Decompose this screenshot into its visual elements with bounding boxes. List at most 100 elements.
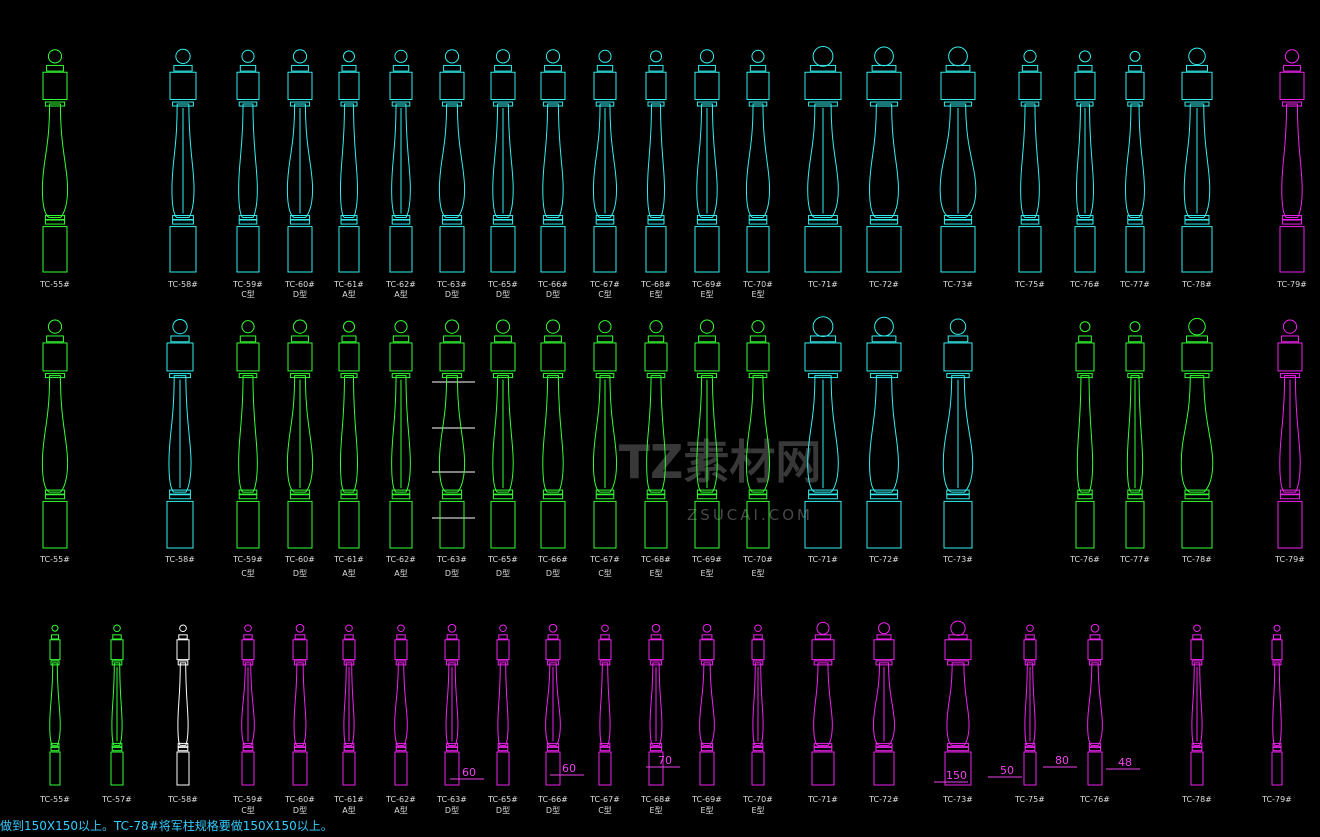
ring <box>44 219 66 225</box>
vase-body <box>391 375 411 493</box>
ring <box>696 494 718 500</box>
pedestal <box>1181 226 1213 273</box>
pedestal <box>1087 751 1103 786</box>
item-type: E型 <box>649 569 662 578</box>
ring <box>752 660 764 666</box>
ring <box>492 494 514 500</box>
item-label: TC-68# <box>640 795 671 804</box>
pedestal <box>176 751 190 786</box>
upper-block <box>241 639 255 661</box>
upper-block <box>1181 71 1213 100</box>
collar <box>871 335 897 343</box>
item-label: TC-63# <box>436 795 467 804</box>
vase-body <box>286 375 314 493</box>
item-label: TC-65# <box>487 555 518 564</box>
baluster <box>110 624 124 786</box>
item-label: TC-62# <box>385 280 416 289</box>
pedestal <box>1018 226 1042 273</box>
finial <box>113 624 121 633</box>
finial <box>1188 47 1206 66</box>
baluster <box>942 318 974 549</box>
watermark-title: TZ素材网 <box>619 435 822 489</box>
vase-body <box>1281 103 1303 219</box>
ring <box>340 489 358 495</box>
ring <box>441 219 463 225</box>
item-label: TC-69# <box>691 555 722 564</box>
ring <box>242 660 254 666</box>
item-label: TC-67# <box>589 555 620 564</box>
upper-block <box>804 342 842 372</box>
collar <box>291 64 309 72</box>
item-label: TC-61# <box>333 280 364 289</box>
pedestal <box>699 751 715 786</box>
upper-block <box>496 639 510 661</box>
vase-body <box>592 375 618 493</box>
vase-body <box>542 375 564 493</box>
upper-block <box>593 342 617 372</box>
ring <box>595 489 615 495</box>
finial <box>444 49 460 64</box>
upper-block <box>540 342 566 372</box>
ring <box>238 215 258 221</box>
ring <box>546 660 560 666</box>
pedestal <box>746 500 770 549</box>
ring <box>50 660 60 666</box>
item-label: TC-70# <box>742 280 773 289</box>
vase-body <box>111 662 123 746</box>
collar <box>344 634 354 640</box>
ring <box>497 746 509 752</box>
finial <box>241 320 255 334</box>
ring <box>943 215 973 221</box>
baluster <box>939 46 977 273</box>
baluster <box>944 620 972 786</box>
ring <box>1184 494 1210 500</box>
ring <box>177 660 189 666</box>
ring <box>696 489 718 495</box>
ring <box>238 373 258 379</box>
ring <box>1272 742 1282 748</box>
ring <box>497 742 509 748</box>
ring <box>1024 660 1036 666</box>
item-type: E型 <box>700 569 713 578</box>
dimension: 80 <box>1055 754 1069 767</box>
collar <box>648 64 664 72</box>
vase-body <box>41 103 69 219</box>
vase-body <box>286 103 314 219</box>
item-type: D型 <box>496 290 510 299</box>
vase-body <box>343 662 355 746</box>
ring <box>289 215 311 221</box>
baluster <box>342 624 356 786</box>
item-type: C型 <box>598 569 612 578</box>
upper-block <box>292 639 308 661</box>
collar <box>1186 64 1208 72</box>
ring <box>1191 660 1203 666</box>
vase-body <box>696 375 718 493</box>
vase-body <box>649 662 663 746</box>
finial <box>649 320 663 334</box>
ring <box>1279 373 1301 379</box>
upper-block <box>943 342 973 372</box>
ring <box>391 101 411 107</box>
finial <box>179 624 187 633</box>
ring <box>595 215 615 221</box>
ring <box>242 746 254 752</box>
upper-block <box>42 342 68 372</box>
collar <box>749 64 767 72</box>
finial <box>292 319 308 334</box>
pedestal <box>873 751 895 786</box>
ring <box>696 373 718 379</box>
collar <box>596 64 614 72</box>
vase-body <box>293 662 307 746</box>
ring <box>947 746 969 752</box>
vase-body <box>177 662 189 746</box>
item-label: TC-58# <box>164 555 195 564</box>
dimension: 150 <box>946 769 967 782</box>
ring <box>808 489 838 495</box>
ring <box>1127 494 1143 500</box>
finial <box>702 623 712 633</box>
item-type: D型 <box>496 569 510 578</box>
vase-body <box>646 103 666 219</box>
ring <box>595 373 615 379</box>
ring <box>238 219 258 225</box>
